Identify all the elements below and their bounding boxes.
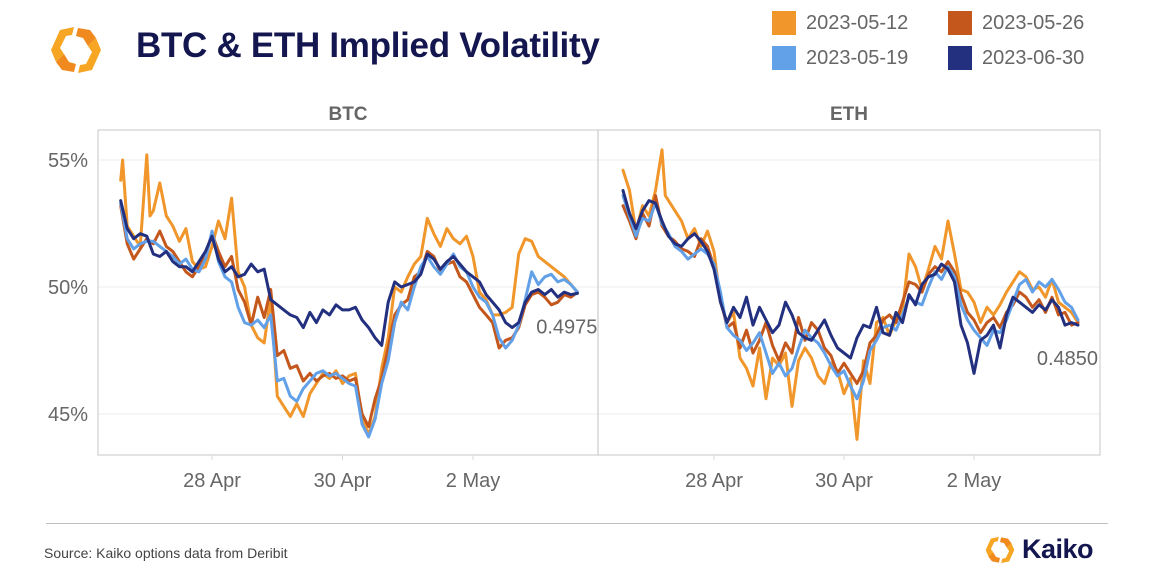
brand-logo: Kaiko [984,534,1094,565]
legend-label: 2023-05-12 [806,11,909,34]
btc-x-axis: 28 Apr 30 Apr 2 May [183,455,500,492]
btc-y-tick-label: 50% [48,277,88,299]
eth-panel: ETH 28 Apr 30 Apr 2 May 0.4850 [597,104,1101,492]
legend-item-2023-05-12: 2023-05-12 [772,10,908,36]
btc-panel: BTC 45% 50% 55% 28 Apr 30 Apr 2 May 0.4975 [48,104,599,492]
legend-item-2023-06-30: 2023-06-30 [948,45,1084,71]
legend-label: 2023-05-19 [806,46,909,69]
btc-x-tick-label: 2 May [446,470,500,492]
eth-plot-frame [597,129,1101,456]
eth-series-2023-05-12 [621,148,1080,441]
eth-plot-border [597,129,1101,456]
legend-label: 2023-06-30 [982,46,1085,69]
eth-series-lines [621,148,1080,441]
page-title: BTC & ETH Implied Volatility [136,26,600,65]
btc-series-lines [119,153,579,439]
btc-y-axis: 45% 50% 55% [48,150,88,426]
legend-item-2023-05-19: 2023-05-19 [772,45,908,71]
btc-x-tick-label: 30 Apr [314,470,372,492]
eth-series-2023-05-19 [621,194,1080,401]
legend-swatch [772,11,796,35]
btc-y-tick-label: 45% [48,404,88,426]
kaiko-brand-icon [985,536,1015,563]
brand-name: Kaiko [1022,534,1094,564]
footer-divider [46,523,1108,524]
eth-panel-title: ETH [830,104,868,125]
kaiko-logo-icon [51,27,101,73]
source-note: Source: Kaiko options data from Deribit [44,545,288,561]
legend-swatch [948,46,972,70]
eth-x-tick-label: 2 May [947,470,1001,492]
legend-swatch [772,46,796,70]
eth-series-2023-05-26 [621,194,1080,385]
btc-plot-border [97,129,599,456]
legend-label: 2023-05-26 [982,11,1085,34]
btc-x-tick-label: 28 Apr [183,470,241,492]
btc-plot-frame [97,129,599,456]
legend-swatch [948,11,972,35]
eth-x-tick-label: 30 Apr [815,470,873,492]
btc-series-2023-05-12 [119,153,579,436]
btc-y-tick-label: 55% [48,150,88,172]
btc-end-value-label: 0.4975 [536,316,597,338]
legend-item-2023-05-26: 2023-05-26 [948,10,1084,36]
btc-series-2023-06-30 [119,199,579,347]
eth-end-value-label: 0.4850 [1037,348,1098,370]
eth-series-2023-06-30 [621,189,1080,375]
btc-panel-title: BTC [328,104,367,125]
eth-x-axis: 28 Apr 30 Apr 2 May [685,455,1001,492]
btc-series-2023-05-19 [119,201,579,439]
eth-gridlines [598,159,1100,415]
eth-x-tick-label: 28 Apr [685,470,743,492]
